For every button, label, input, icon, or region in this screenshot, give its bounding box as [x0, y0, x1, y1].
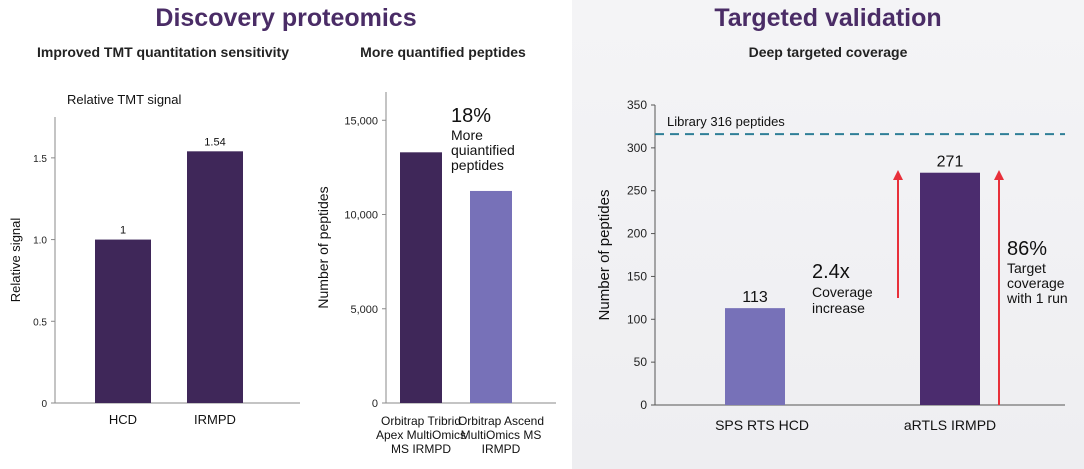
chart1-data-label: 1.54 [204, 136, 225, 148]
chart3-annotation-text: coverage [1007, 275, 1065, 291]
chart3-y-tick-label: 200 [627, 227, 647, 241]
chart2-x-tick-label: Orbitrap Ascend [458, 414, 544, 428]
chart3-y-tick-label: 250 [627, 184, 647, 198]
discovery-section-title: Discovery proteomics [155, 4, 417, 32]
chart3-y-tick-label: 50 [634, 355, 648, 369]
chart2-y-tick-label: 0 [372, 398, 378, 410]
chart3-y-tick-label: 0 [640, 398, 647, 412]
chart1-bar [187, 151, 243, 403]
chart3-x-tick-label: SPS RTS HCD [715, 417, 809, 433]
chart2-x-tick-label: IRMPD [482, 442, 521, 456]
chart1-y-tick-label: 1.0 [33, 236, 47, 247]
chart3-annotation-text: Target [1007, 260, 1046, 276]
chart3-annotation-text: increase [812, 300, 865, 316]
chart2-y-tick-label: 10,000 [344, 210, 378, 222]
targeted-section-title: Targeted validation [714, 4, 942, 32]
chart3-y-tick-label: 350 [627, 98, 647, 112]
chart2-annotation-text: peptides [451, 157, 504, 173]
chart1-y-axis-label: Relative signal [8, 218, 23, 303]
chart2-annotation-value: 18% [451, 105, 491, 127]
chart3-bar [725, 308, 785, 405]
chart1-y-tick-label: 0 [41, 399, 47, 410]
chart3-annotation-value: 2.4x [812, 261, 850, 283]
chart3-bar [920, 172, 980, 405]
chart2-title: More quantified peptides [360, 44, 526, 60]
chart3-coverage-arrow-head [893, 170, 903, 180]
chart2-annotation-text: More [451, 127, 483, 143]
chart3-y-tick-label: 100 [627, 312, 647, 326]
chart2-x-tick-label: MS IRMPD [391, 442, 451, 456]
chart1-y-tick-label: 1.5 [33, 154, 47, 165]
chart3-y-tick-label: 300 [627, 141, 647, 155]
chart3-y-axis-label: Number of peptides [596, 190, 613, 321]
chart3-library-label: Library 316 peptides [667, 114, 785, 129]
chart1-subtitle: Relative TMT signal [67, 92, 182, 107]
chart1-y-tick-label: 0.5 [33, 317, 47, 328]
chart1-x-tick-label: HCD [109, 412, 137, 427]
chart2-annotation-text: quiantified [451, 142, 515, 158]
chart2-bar [400, 152, 442, 403]
chart2-x-tick-label: Apex MultiOmics [376, 428, 466, 442]
chart3-y-tick-label: 150 [627, 269, 647, 283]
chart3-annotation-value: 86% [1007, 238, 1047, 260]
chart3-annotation-text: with 1 run [1006, 290, 1068, 306]
chart1-x-tick-label: IRMPD [194, 412, 236, 427]
chart1-title: Improved TMT quantitation sensitivity [36, 44, 290, 60]
chart3-title: Deep targeted coverage [748, 44, 908, 60]
chart3-target-arrow-head [994, 170, 1004, 180]
chart2-y-tick-label: 15,000 [344, 115, 378, 127]
chart2-x-tick-label: Orbitrap Tribrid [381, 414, 461, 428]
chart3-data-label: 271 [937, 154, 964, 171]
chart3-x-tick-label: aRTLS IRMPD [904, 417, 996, 433]
chart1-data-label: 1 [120, 225, 126, 237]
chart2-bar [470, 190, 512, 403]
chart2-y-tick-label: 5,000 [350, 304, 378, 316]
chart2-x-tick-label: MultiOmics MS [461, 428, 542, 442]
chart3-data-label: 113 [742, 289, 768, 306]
chart2-y-axis-label: Number of peptides [315, 186, 331, 308]
chart3-annotation-text: Coverage [812, 284, 873, 300]
chart1-bar [95, 239, 151, 403]
